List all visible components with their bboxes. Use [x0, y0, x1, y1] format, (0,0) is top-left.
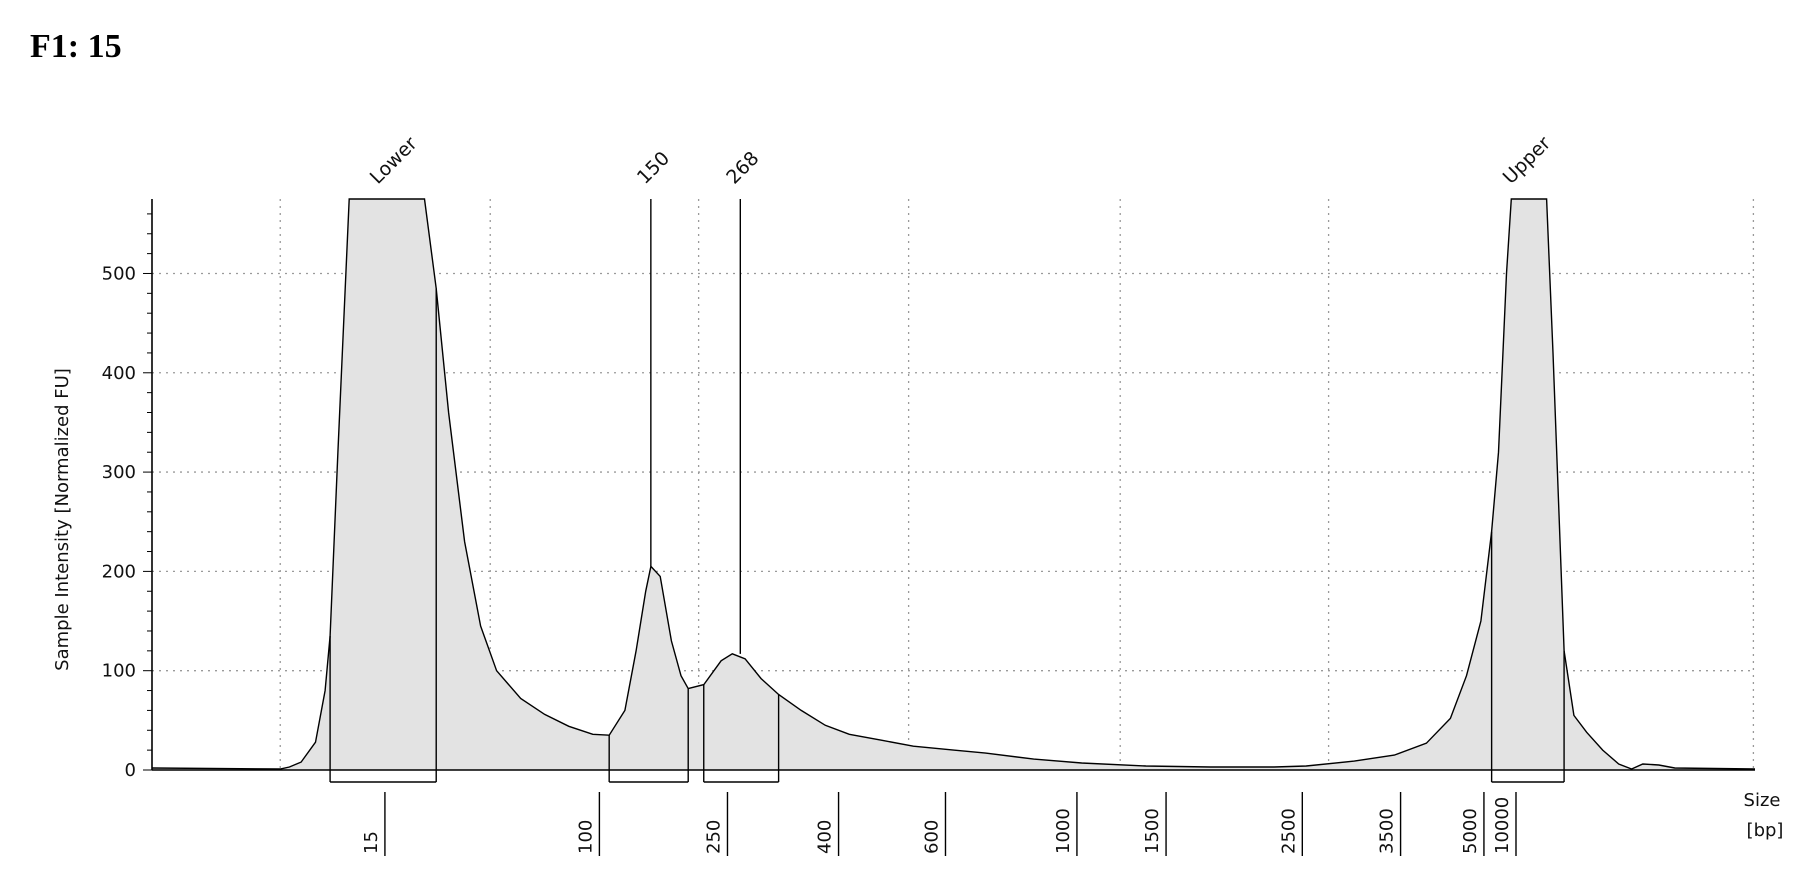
- x-axis-label-size: Size: [1744, 790, 1781, 811]
- y-tick-label-300: 300: [102, 462, 136, 483]
- ladder-label-400: 400: [815, 820, 836, 854]
- peak-marker-layer: Lower 150 268 Upper: [366, 132, 1555, 654]
- axis-layer: 0 100 200 300 400 500: [102, 199, 1755, 781]
- x-axis-label-unit: [bp]: [1747, 820, 1784, 841]
- peak-label-Upper: Upper: [1499, 132, 1555, 188]
- y-tick-label-400: 400: [102, 363, 136, 384]
- ladder-label-600: 600: [921, 820, 942, 854]
- ladder-label-1500: 1500: [1142, 808, 1163, 854]
- chart-title: F1: 15: [30, 28, 122, 65]
- ladder-label-100: 100: [575, 820, 596, 854]
- ladder-label-1000: 1000: [1053, 808, 1074, 854]
- ladder-label-10000: 10000: [1492, 797, 1513, 854]
- ladder-label-3500: 3500: [1377, 808, 1398, 854]
- trace-line: [151, 198, 1756, 770]
- ladder-label-2500: 2500: [1278, 808, 1299, 854]
- ladder-label-5000: 5000: [1460, 808, 1481, 854]
- y-axis-label: Sample Intensity [Normalized FU]: [52, 368, 73, 671]
- y-tick-label-100: 100: [102, 661, 136, 682]
- peak-label-Lower: Lower: [366, 133, 422, 189]
- y-tick-label-200: 200: [102, 561, 136, 582]
- ladder-label-15: 15: [361, 831, 382, 854]
- y-tick-label-0: 0: [125, 760, 136, 781]
- trace-fill: [152, 199, 1755, 770]
- ladder-layer: 15 100 250 400 600 1000 1500 2500 3500 5000 10000: [361, 792, 1517, 856]
- trace-area-layer: [151, 198, 1756, 770]
- peak-region-layer: [329, 288, 1565, 783]
- peak-label-268: 268: [722, 147, 763, 188]
- ladder-label-250: 250: [703, 820, 724, 854]
- peak-label-150: 150: [633, 147, 674, 188]
- y-tick-label-500: 500: [102, 263, 136, 284]
